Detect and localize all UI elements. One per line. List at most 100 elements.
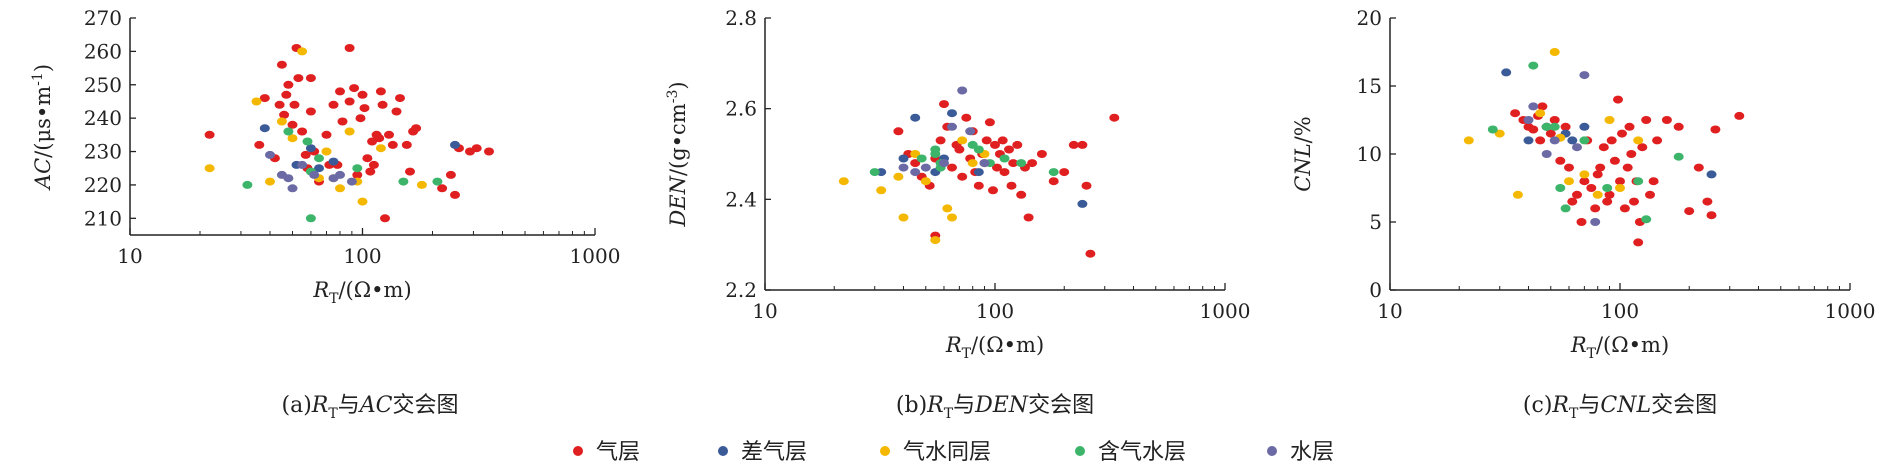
chart-panel-1: 2.22.42.62.810 100 1000RT/(Ω•m)DEN/(g•cm-3… [665,6,1250,422]
caption-var: R [311,393,329,418]
x-axis-unit: /(Ω•m) [971,333,1044,357]
point-gas_water [930,236,941,245]
point-gas [1081,181,1092,190]
point-gas_water [276,117,287,126]
point-poor_gas [314,164,324,173]
y-axis-var: CNL [1291,143,1315,191]
y-tick-label: 2.6 [725,97,757,121]
point-gas_bearing_water [916,154,927,163]
point-gas_bearing_water [1641,215,1652,224]
point-gas [990,140,1000,149]
point-gas [305,74,316,83]
x-axis-title: RT/(Ω•m) [312,278,411,307]
point-water [1590,218,1601,226]
point-poor_gas [910,113,921,122]
point-gas [384,130,394,139]
point-gas_bearing_water [314,154,324,163]
point-gas_bearing_water [1016,159,1027,168]
point-water [309,170,320,179]
point-gas_bearing_water [869,168,880,177]
point-gas [1652,136,1663,145]
y-axis-close: ) [666,81,690,89]
point-gas [1641,116,1652,124]
point-gas [1008,159,1019,168]
point-gas_bearing_water [432,177,443,186]
x-tick-label: 1000 [570,244,621,268]
point-gas [374,134,385,143]
point-water [335,170,345,179]
caption-mid: 与 [338,393,360,418]
point-gas [328,100,339,109]
point-gas [984,118,995,127]
legend: 气层 差气层 气水同层 含气水层 水层 [573,440,1334,465]
point-gas [1645,190,1655,199]
point-water [1528,102,1539,111]
point-water [965,127,976,136]
point-gas [1590,204,1601,213]
point-poor_gas [450,140,460,149]
point-gas [1535,136,1546,145]
x-axis-sub: T [962,346,972,362]
x-tick-label: 100 [1601,299,1639,323]
point-gas_water [947,213,957,222]
caption-sub: T [944,406,954,422]
legend-item-water: 水层 [1267,440,1334,465]
point-gas_water [876,186,887,195]
y-axis-title: AC/(μs•m-1) [30,64,55,191]
x-axis-sub: T [1587,346,1597,362]
point-gas_water [1494,129,1505,138]
point-gas [1624,122,1635,131]
point-gas_water [1564,177,1574,186]
point-gas [1004,145,1014,154]
point-gas_water [375,144,386,153]
point-gas_bearing_water [242,180,253,189]
legend-marker [718,446,728,456]
y-tick-label: 10 [1357,142,1382,166]
point-poor_gas [1579,122,1590,131]
point-gas [988,186,998,195]
point-gas_bearing_water [1673,152,1684,161]
point-poor_gas [1706,170,1717,179]
caption-mid: 与 [953,393,975,418]
caption-suffix: 交会图 [392,393,458,418]
point-gas [357,90,368,99]
point-gas_bearing_water [1528,61,1539,70]
point-gas_bearing_water [1048,168,1059,177]
legend-marker [1075,446,1085,456]
point-water [287,184,298,193]
point-water [920,163,931,172]
caption-prefix: (c) [1523,393,1553,418]
point-gas [362,154,373,163]
legend-marker [573,446,583,456]
point-gas [349,84,360,93]
point-gas [961,113,972,122]
y-tick-label: 250 [84,73,122,97]
x-tick-label: 1000 [1825,299,1876,323]
point-gas_water [204,164,215,173]
point-gas [999,168,1010,177]
y-tick-label: 0 [1369,278,1382,302]
point-gas [1615,177,1625,186]
caption-sub: T [1569,406,1579,422]
point-gas [992,163,1002,172]
point-gas [1710,125,1721,134]
y-tick-label: 2.4 [725,187,757,211]
point-gas_water [942,204,953,213]
point-gas [1619,204,1630,213]
x-tick-label: 10 [1377,299,1402,323]
point-gas [352,170,363,179]
point-gas_water [287,134,298,143]
point-gas [471,144,482,153]
point-poor_gas [947,109,957,118]
y-tick-label: 2.2 [725,278,757,302]
point-gas_bearing_water [1633,177,1644,186]
x-tick-label: 10 [752,299,777,323]
point-gas [287,120,298,129]
point-gas [997,136,1008,145]
legend-item-poor_gas: 差气层 [718,440,807,465]
point-water [910,168,921,177]
point-gas [484,147,494,156]
point-gas [1633,238,1644,247]
